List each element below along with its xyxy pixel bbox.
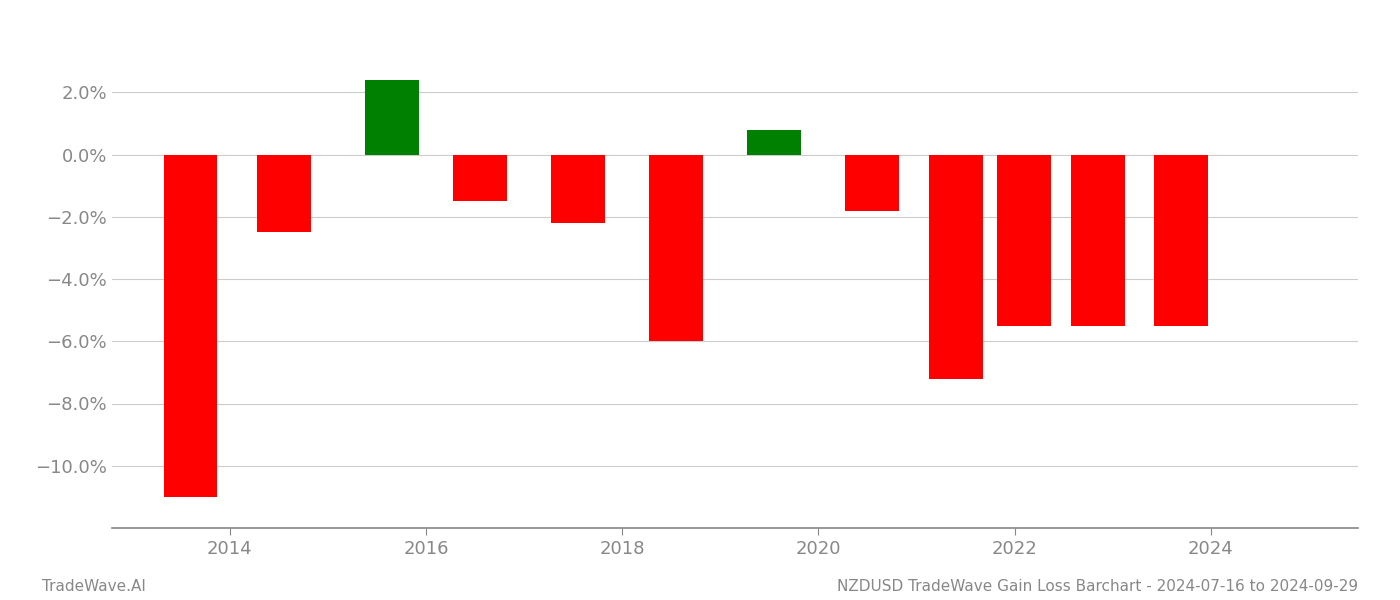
Text: TradeWave.AI: TradeWave.AI [42,579,146,594]
Bar [552,154,605,223]
Text: NZDUSD TradeWave Gain Loss Barchart - 2024-07-16 to 2024-09-29: NZDUSD TradeWave Gain Loss Barchart - 20… [837,579,1358,594]
Bar [997,154,1051,326]
Bar [454,154,507,201]
Bar [1155,154,1208,326]
Bar [364,80,419,154]
Bar [650,154,703,341]
Bar [846,154,899,211]
Bar [1071,154,1126,326]
Bar [928,154,983,379]
Bar [748,130,801,154]
Bar [164,154,217,497]
Bar [256,154,311,232]
